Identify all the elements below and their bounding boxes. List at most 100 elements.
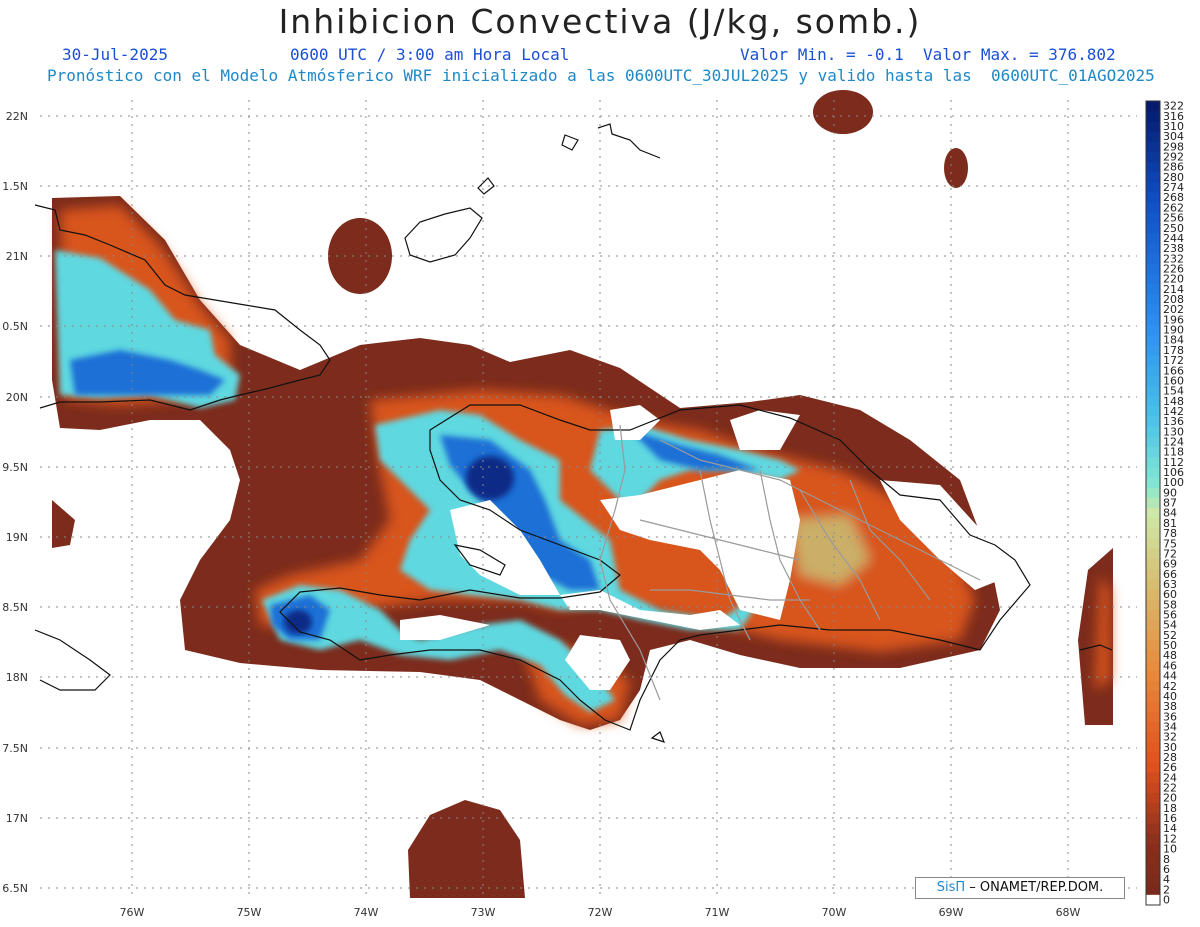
colorbar-label: 142	[1163, 405, 1184, 418]
colorbar-label: 38	[1163, 700, 1177, 713]
colorbar-label: 310	[1163, 120, 1184, 133]
colorbar-swatch	[1146, 548, 1160, 560]
dark-blue-core-north	[466, 456, 514, 500]
lat-label: 6.5N	[2, 882, 28, 895]
coastlines	[34, 123, 1113, 743]
colorbar-swatch	[1146, 436, 1160, 448]
coast-beata	[650, 731, 666, 743]
colorbar-label: 12	[1163, 832, 1177, 845]
colorbar-label: 322	[1163, 100, 1184, 113]
colorbar-label: 190	[1163, 324, 1184, 337]
lon-label: 75W	[237, 906, 262, 919]
field-bottom-blob	[408, 800, 525, 898]
field-top-blob	[813, 90, 873, 134]
colorbar-label: 32	[1163, 731, 1177, 744]
coast-bahamas-1	[404, 207, 483, 263]
colorbar-label: 18	[1163, 802, 1177, 815]
valid-date: 30-Jul-2025	[62, 45, 168, 64]
credit-text: – ONAMET/REP.DOM.	[969, 880, 1104, 895]
forecast-description: Pronóstico con el Modelo Atmósferico WRF…	[47, 66, 1155, 85]
coast-bahamas-3	[561, 134, 579, 151]
graticule	[40, 100, 1137, 898]
colorbar-swatch	[1146, 701, 1160, 713]
colorbar-label: 244	[1163, 232, 1184, 245]
colorbar-swatch	[1146, 385, 1160, 397]
lon-labels: 76W 75W 74W 73W 72W 71W 70W 69W 68W	[120, 906, 1081, 919]
lat-label: 22N	[6, 110, 28, 123]
colorbar-label: 54	[1163, 619, 1177, 632]
colorbar-swatch	[1146, 599, 1160, 611]
colorbar-label: 2	[1163, 883, 1170, 896]
colorbar-swatch	[1146, 772, 1160, 784]
colorbar-label: 48	[1163, 649, 1177, 662]
colorbar-label: 10	[1163, 843, 1177, 856]
colorbar-swatch	[1146, 141, 1160, 153]
credit-brand: SisΠ	[936, 880, 966, 895]
colorbar-swatch	[1146, 253, 1160, 265]
plot-frame	[39, 99, 1138, 899]
colorbar-label: 316	[1163, 110, 1184, 123]
colorbar-swatch	[1146, 121, 1160, 133]
colorbar-label: 66	[1163, 568, 1177, 581]
colorbar-swatch	[1146, 477, 1160, 489]
dark-blue-core-south	[284, 610, 312, 634]
colorbar-swatch	[1146, 202, 1160, 214]
coast-jamaica	[34, 629, 111, 691]
colorbar-label: 87	[1163, 497, 1177, 510]
colorbar-label: 50	[1163, 639, 1177, 652]
colorbar-swatch	[1146, 803, 1160, 814]
colorbar-swatch	[1146, 284, 1160, 295]
colorbar-label: 208	[1163, 293, 1184, 306]
min-max-values: Valor Min. = -0.1 Valor Max. = 376.802	[740, 45, 1116, 64]
colorbar-label: 69	[1163, 558, 1177, 571]
colorbar-swatch	[1146, 670, 1160, 682]
colorbar-label: 238	[1163, 242, 1184, 255]
colorbar-swatch	[1146, 426, 1160, 438]
colorbar-swatch	[1146, 396, 1160, 407]
colorbar-label: 63	[1163, 578, 1177, 591]
colorbar-label: 72	[1163, 547, 1177, 560]
colorbar-swatch	[1146, 782, 1160, 794]
colorbar-label: 256	[1163, 212, 1184, 225]
lon-label: 69W	[939, 906, 964, 919]
colorbar-swatch	[1146, 172, 1160, 183]
colorbar-swatch	[1146, 151, 1160, 163]
lat-label: 0.5N	[2, 320, 28, 333]
colorbar-swatch	[1146, 681, 1160, 692]
colorbar-label: 304	[1163, 130, 1184, 143]
colorbar-swatch	[1146, 487, 1160, 499]
colorbar-label: 214	[1163, 283, 1184, 296]
colorbar-label: 184	[1163, 334, 1184, 347]
colorbar-swatch	[1146, 528, 1160, 540]
field-top-right-blob	[944, 148, 968, 188]
colorbar-border	[1145, 100, 1161, 906]
colorbar-label: 58	[1163, 598, 1177, 611]
colorbar-label: 75	[1163, 537, 1177, 550]
colorbar-label: 8	[1163, 853, 1170, 866]
lon-label: 70W	[822, 906, 847, 919]
colorbar-swatch	[1146, 721, 1160, 733]
colorbar-swatch	[1146, 538, 1160, 550]
lat-labels: 22N 1.5N 21N 0.5N 20N 9.5N 19N 8.5N 18N …	[2, 110, 28, 895]
colorbar-label: 280	[1163, 171, 1184, 184]
coast-bahamas-4	[597, 123, 661, 159]
colorbar-label: 112	[1163, 456, 1184, 469]
colorbar-label: 78	[1163, 527, 1177, 540]
colorbar-label: 100	[1163, 476, 1184, 489]
colorbar-label: 60	[1163, 588, 1177, 601]
colorbar-swatch	[1146, 894, 1160, 906]
colorbar-swatch	[1146, 355, 1160, 367]
colorbar-label: 90	[1163, 486, 1177, 499]
colorbar-label: 262	[1163, 201, 1184, 214]
valid-time: 0600 UTC / 3:00 am Hora Local	[290, 45, 570, 64]
colorbar-swatch	[1146, 813, 1160, 825]
colorbar-swatch	[1146, 447, 1160, 458]
colorbar-swatch	[1146, 874, 1160, 886]
coast-gonave	[453, 544, 506, 576]
colorbar-swatch	[1146, 762, 1160, 774]
colorbar-label: 30	[1163, 741, 1177, 754]
masked-land	[400, 405, 1000, 690]
lat-label: 21N	[6, 250, 28, 263]
colorbar-swatch	[1146, 294, 1160, 306]
lon-label: 72W	[588, 906, 613, 919]
